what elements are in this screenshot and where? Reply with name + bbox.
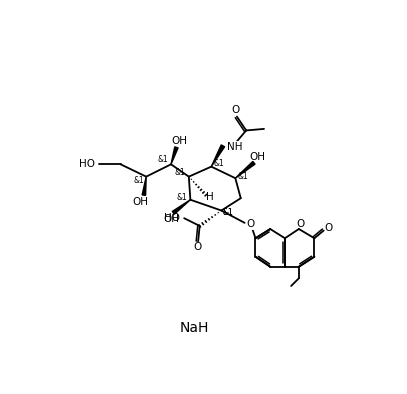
Polygon shape: [171, 147, 178, 164]
Text: O: O: [231, 106, 239, 115]
Text: O: O: [296, 219, 304, 229]
Polygon shape: [142, 177, 146, 195]
Text: O: O: [246, 219, 254, 229]
Text: &1: &1: [238, 172, 248, 181]
Text: O: O: [193, 242, 201, 253]
Text: &1: &1: [214, 159, 224, 168]
Text: &1: &1: [175, 168, 186, 177]
Text: &1: &1: [223, 208, 234, 217]
Text: &1: &1: [177, 193, 187, 202]
Text: OH: OH: [249, 152, 265, 162]
Text: H: H: [206, 192, 214, 203]
Text: OH: OH: [171, 136, 188, 146]
Text: &1: &1: [133, 176, 144, 185]
Polygon shape: [211, 145, 225, 167]
Text: HO: HO: [164, 213, 180, 223]
Text: NaH: NaH: [179, 322, 209, 335]
Text: OH: OH: [163, 214, 179, 224]
Polygon shape: [235, 162, 255, 178]
Text: O: O: [246, 219, 254, 229]
Text: O: O: [324, 223, 333, 233]
Text: HO: HO: [79, 159, 95, 169]
Text: OH: OH: [132, 197, 148, 207]
Text: NH: NH: [227, 141, 242, 152]
Text: &1: &1: [223, 208, 234, 217]
Polygon shape: [172, 200, 190, 214]
Text: &1: &1: [158, 155, 168, 164]
